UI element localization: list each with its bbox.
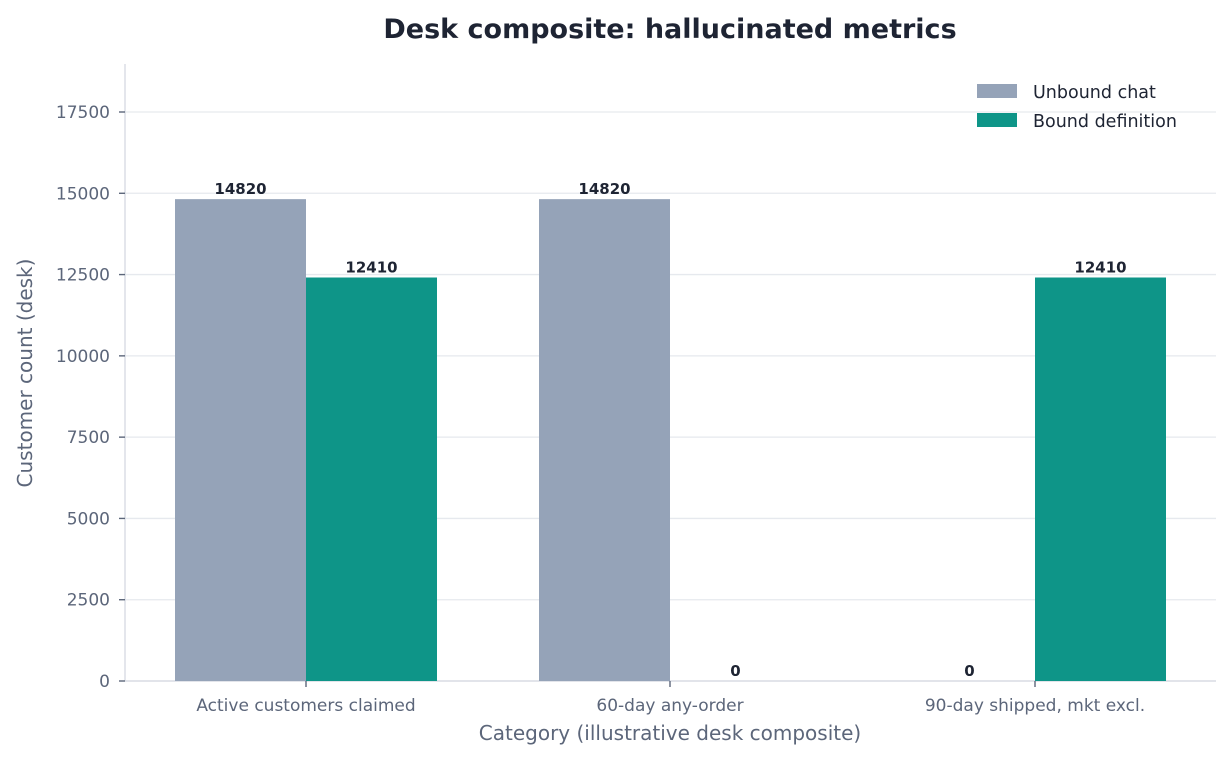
x-tick-label: Active customers claimed bbox=[196, 696, 415, 716]
bar-value-label: 14820 bbox=[214, 180, 266, 198]
bar-bound-definition bbox=[306, 277, 437, 681]
y-tick-label: 12500 bbox=[56, 266, 110, 286]
legend-swatch-bound-definition bbox=[977, 113, 1017, 127]
ticks-layer: 0 2500 5000 7500 10000 12500 15000 17500 Active … bbox=[56, 103, 1145, 716]
bar-value-label: 12410 bbox=[1074, 258, 1126, 276]
x-tick-label: 90-day shipped, mkt excl. bbox=[925, 696, 1145, 716]
bar-bound-definition bbox=[1035, 277, 1166, 681]
y-axis-label: Customer count (desk) bbox=[13, 259, 37, 488]
bar-unbound-chat bbox=[539, 199, 670, 681]
legend: Unbound chat Bound definition bbox=[977, 83, 1177, 132]
chart-title: Desk composite: hallucinated metrics bbox=[383, 14, 956, 45]
y-tick-label: 0 bbox=[99, 672, 110, 692]
legend-swatch-unbound-chat bbox=[977, 84, 1017, 98]
y-tick-label: 10000 bbox=[56, 347, 110, 367]
y-tick-label: 7500 bbox=[67, 428, 110, 448]
bar-value-label: 0 bbox=[730, 662, 740, 680]
y-tick-label: 2500 bbox=[67, 591, 110, 611]
x-tick-label: 60-day any-order bbox=[596, 696, 743, 716]
legend-label-unbound-chat: Unbound chat bbox=[1033, 83, 1156, 103]
bar-unbound-chat bbox=[175, 199, 306, 681]
bar-value-label: 14820 bbox=[578, 180, 630, 198]
bar-value-label: 0 bbox=[964, 662, 974, 680]
x-axis-label: Category (illustrative desk composite) bbox=[479, 721, 861, 745]
bars-layer bbox=[175, 199, 1166, 681]
legend-label-bound-definition: Bound definition bbox=[1033, 112, 1177, 132]
bar-value-label: 12410 bbox=[345, 258, 397, 276]
y-tick-label: 17500 bbox=[56, 103, 110, 123]
y-tick-label: 15000 bbox=[56, 184, 110, 204]
labels-layer: 14820 14820 0 12410 0 12410 bbox=[214, 180, 1126, 680]
y-tick-label: 5000 bbox=[67, 509, 110, 529]
